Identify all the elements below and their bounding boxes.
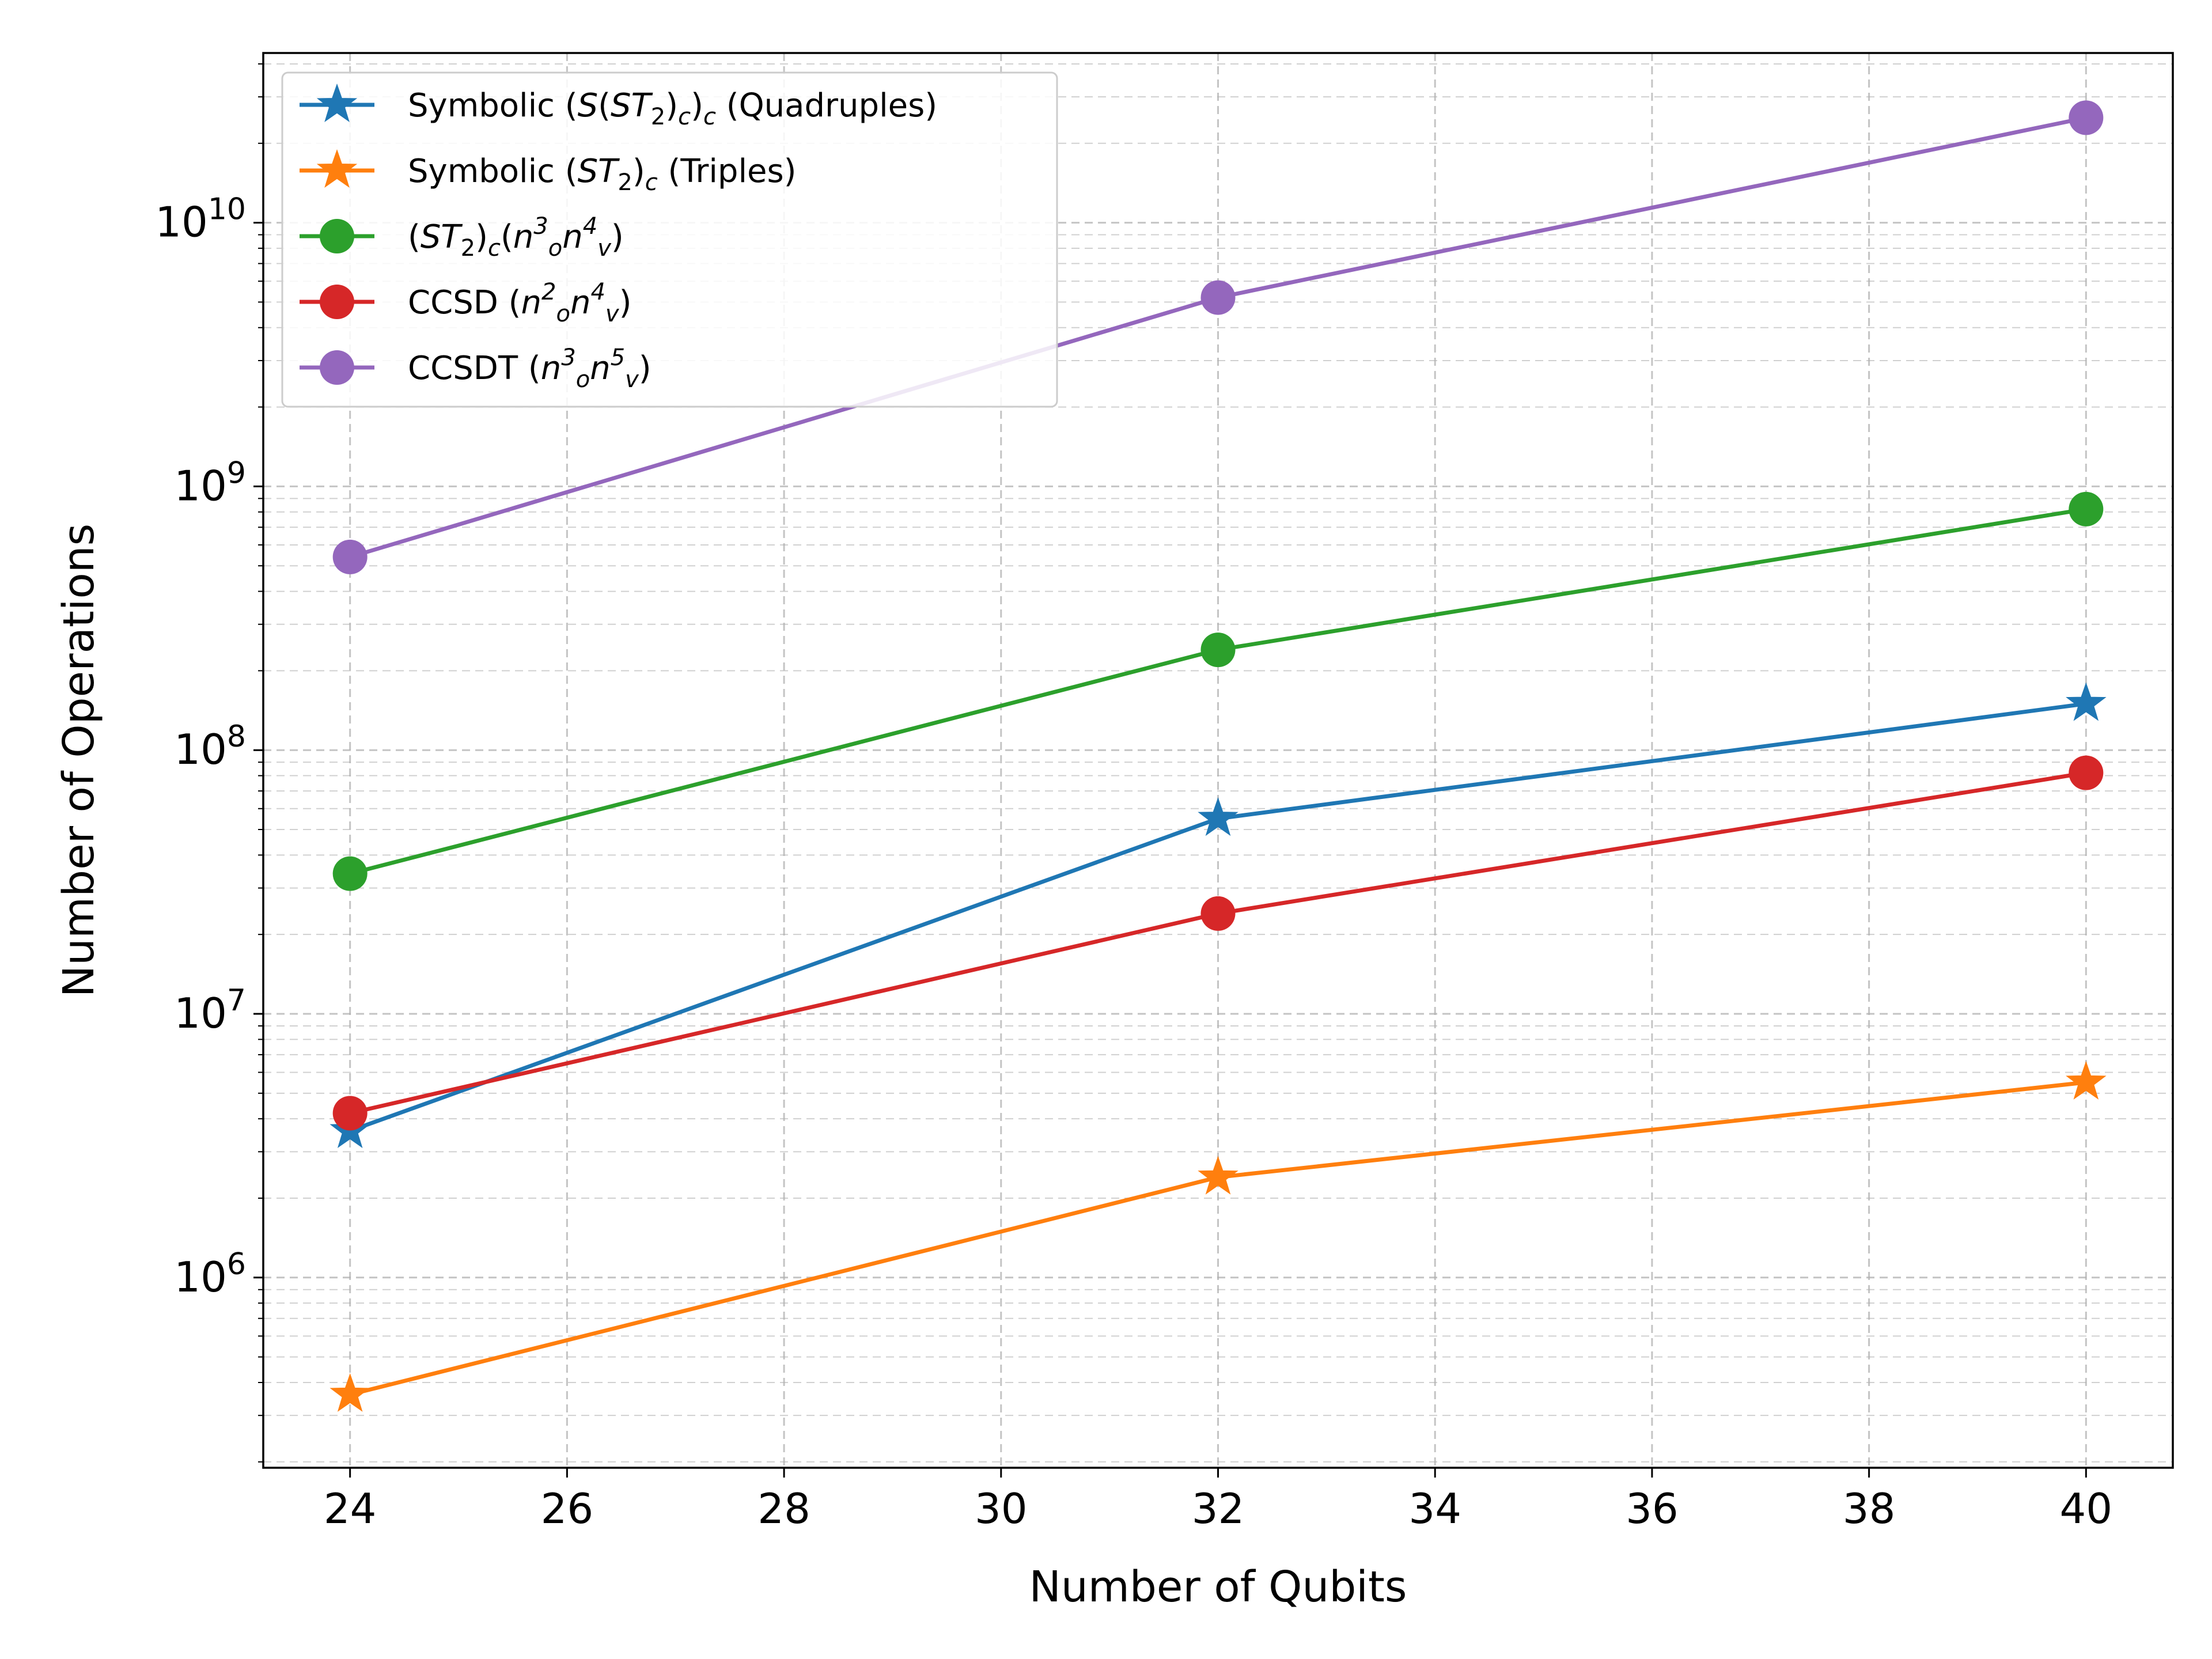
y-axis-label: Number of Operations <box>54 524 104 997</box>
y-tick-label: 107 <box>174 983 246 1037</box>
x-tick-label: 26 <box>541 1484 594 1533</box>
legend-entry: Symbolic (S(ST2)c)c (Quadruples) <box>300 83 937 130</box>
x-tick-label: 24 <box>324 1484 377 1533</box>
y-tick-label: 109 <box>174 456 246 510</box>
series-3 <box>332 755 2104 1131</box>
legend-label: CCSDT (n3on5v) <box>408 344 652 393</box>
legend-marker <box>316 149 358 188</box>
legend-marker <box>320 350 354 385</box>
y-tick-label: 108 <box>174 719 246 774</box>
series-1 <box>329 1060 2107 1412</box>
data-point <box>332 1096 368 1131</box>
data-point <box>2069 755 2104 790</box>
data-point <box>1200 896 1236 931</box>
y-tick-label: 106 <box>174 1247 246 1301</box>
data-point <box>1200 632 1236 668</box>
legend-marker <box>316 83 358 122</box>
data-point <box>329 1373 370 1412</box>
data-point <box>1198 1156 1238 1195</box>
series-2 <box>332 491 2104 891</box>
x-tick-label: 28 <box>757 1484 810 1533</box>
x-tick-label: 38 <box>1843 1484 1896 1533</box>
legend-entry: (ST2)c(n3on4v) <box>300 213 624 262</box>
data-point <box>2069 491 2104 527</box>
legend-box <box>281 71 1058 408</box>
series-layer <box>329 100 2107 1412</box>
legend-marker <box>320 219 354 253</box>
data-point <box>1198 797 1238 836</box>
x-tick-label: 34 <box>1408 1484 1461 1533</box>
series-4 <box>332 100 2104 574</box>
y-axis: 106 107 108 109 1010 <box>155 63 263 1463</box>
legend-entry: Symbolic (ST2)c (Triples) <box>300 149 796 196</box>
data-point <box>1200 280 1236 315</box>
x-axis: 24 26 28 30 32 34 36 38 40 <box>324 1468 2112 1533</box>
x-axis-label: Number of Qubits <box>1029 1562 1407 1612</box>
x-tick-label: 30 <box>975 1484 1028 1533</box>
legend-label: (ST2)c(n3on4v) <box>408 213 624 262</box>
x-tick-label: 32 <box>1192 1484 1245 1533</box>
legend-label: Symbolic (ST2)c (Triples) <box>408 153 796 196</box>
data-point <box>2066 1060 2107 1100</box>
data-point <box>2069 100 2104 135</box>
legend-label: CCSD (n2on4v) <box>408 279 631 327</box>
data-point <box>332 856 368 891</box>
legend-label: Symbolic (S(ST2)c)c (Quadruples) <box>408 87 937 130</box>
legend-entry: CCSD (n2on4v) <box>300 279 631 327</box>
data-point <box>2066 682 2107 721</box>
legend-marker <box>320 285 354 319</box>
y-tick-label: 1010 <box>155 192 246 247</box>
data-point <box>332 539 368 574</box>
legend: Symbolic (S(ST2)c)c (Quadruples) Symbolic… <box>281 71 1058 408</box>
legend-entry: CCSDT (n3on5v) <box>300 344 652 393</box>
x-tick-label: 36 <box>1626 1484 1679 1533</box>
x-tick-label: 40 <box>2060 1484 2113 1533</box>
